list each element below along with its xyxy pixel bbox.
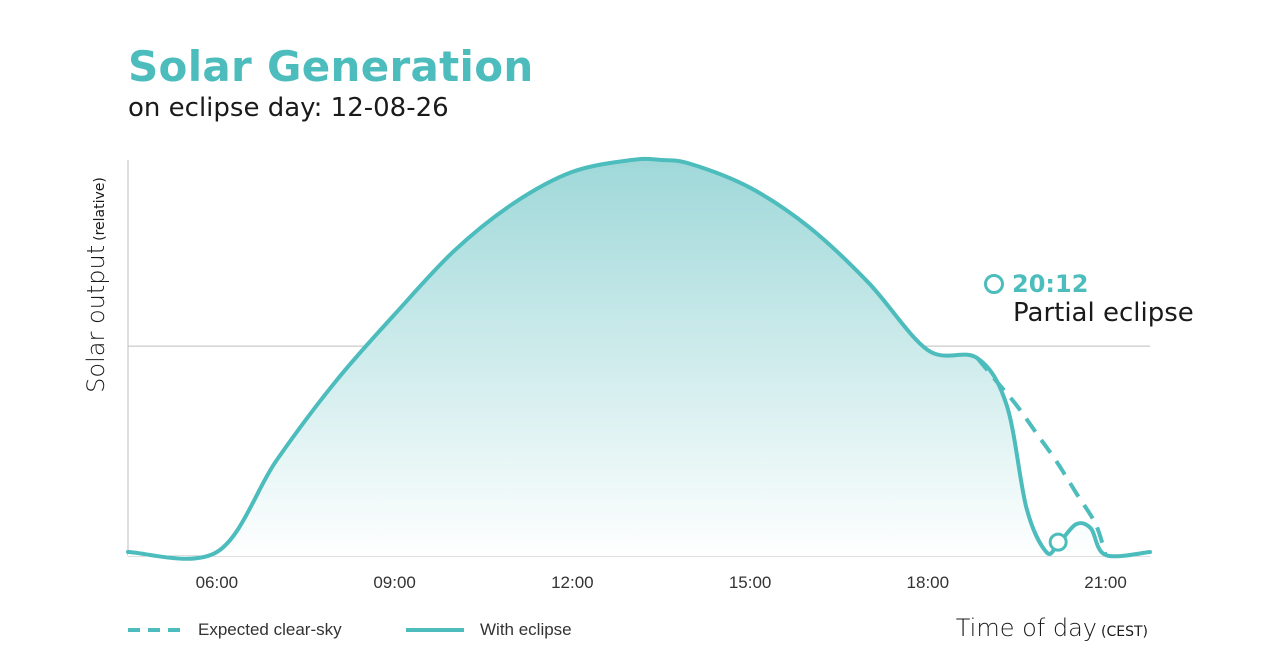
x-axis-title: Time of day: [955, 614, 1098, 642]
legend-solid-line-icon: [406, 628, 464, 632]
x-tick-label: 12:00: [551, 573, 594, 592]
legend-label-expected: Expected clear-sky: [198, 620, 342, 639]
eclipse-point-marker: [1048, 532, 1068, 552]
y-axis-title: Solar output: [82, 244, 110, 393]
x-tick-label: 09:00: [373, 573, 416, 592]
x-tick-label: 15:00: [729, 573, 772, 592]
chart-subtitle: on eclipse day: 12-08-26: [128, 93, 449, 123]
y-axis-unit: (relative): [92, 177, 108, 241]
legend-dashed-line-icon: [128, 628, 188, 632]
eclipse-annotation: 20:12 Partial eclipse: [984, 270, 1194, 328]
eclipse-area-fill: [128, 158, 1150, 559]
x-tick-label: 21:00: [1084, 573, 1127, 592]
annotation-time: 20:12: [1012, 270, 1089, 298]
x-tick-label: 06:00: [196, 573, 239, 592]
annotation-label: Partial eclipse: [1013, 298, 1194, 328]
legend-item-expected: Expected clear-sky: [128, 620, 342, 640]
x-axis-unit: (CEST): [1101, 624, 1148, 640]
annotation-marker-icon: [984, 274, 1004, 294]
y-axis-label: Solar output (relative): [82, 177, 110, 393]
x-axis-label: Time of day (CEST): [956, 614, 1148, 642]
legend-label-eclipse: With eclipse: [480, 620, 572, 639]
legend-item-eclipse: With eclipse: [406, 620, 572, 640]
chart-title: Solar Generation: [128, 42, 534, 91]
x-tick-label: 18:00: [907, 573, 950, 592]
